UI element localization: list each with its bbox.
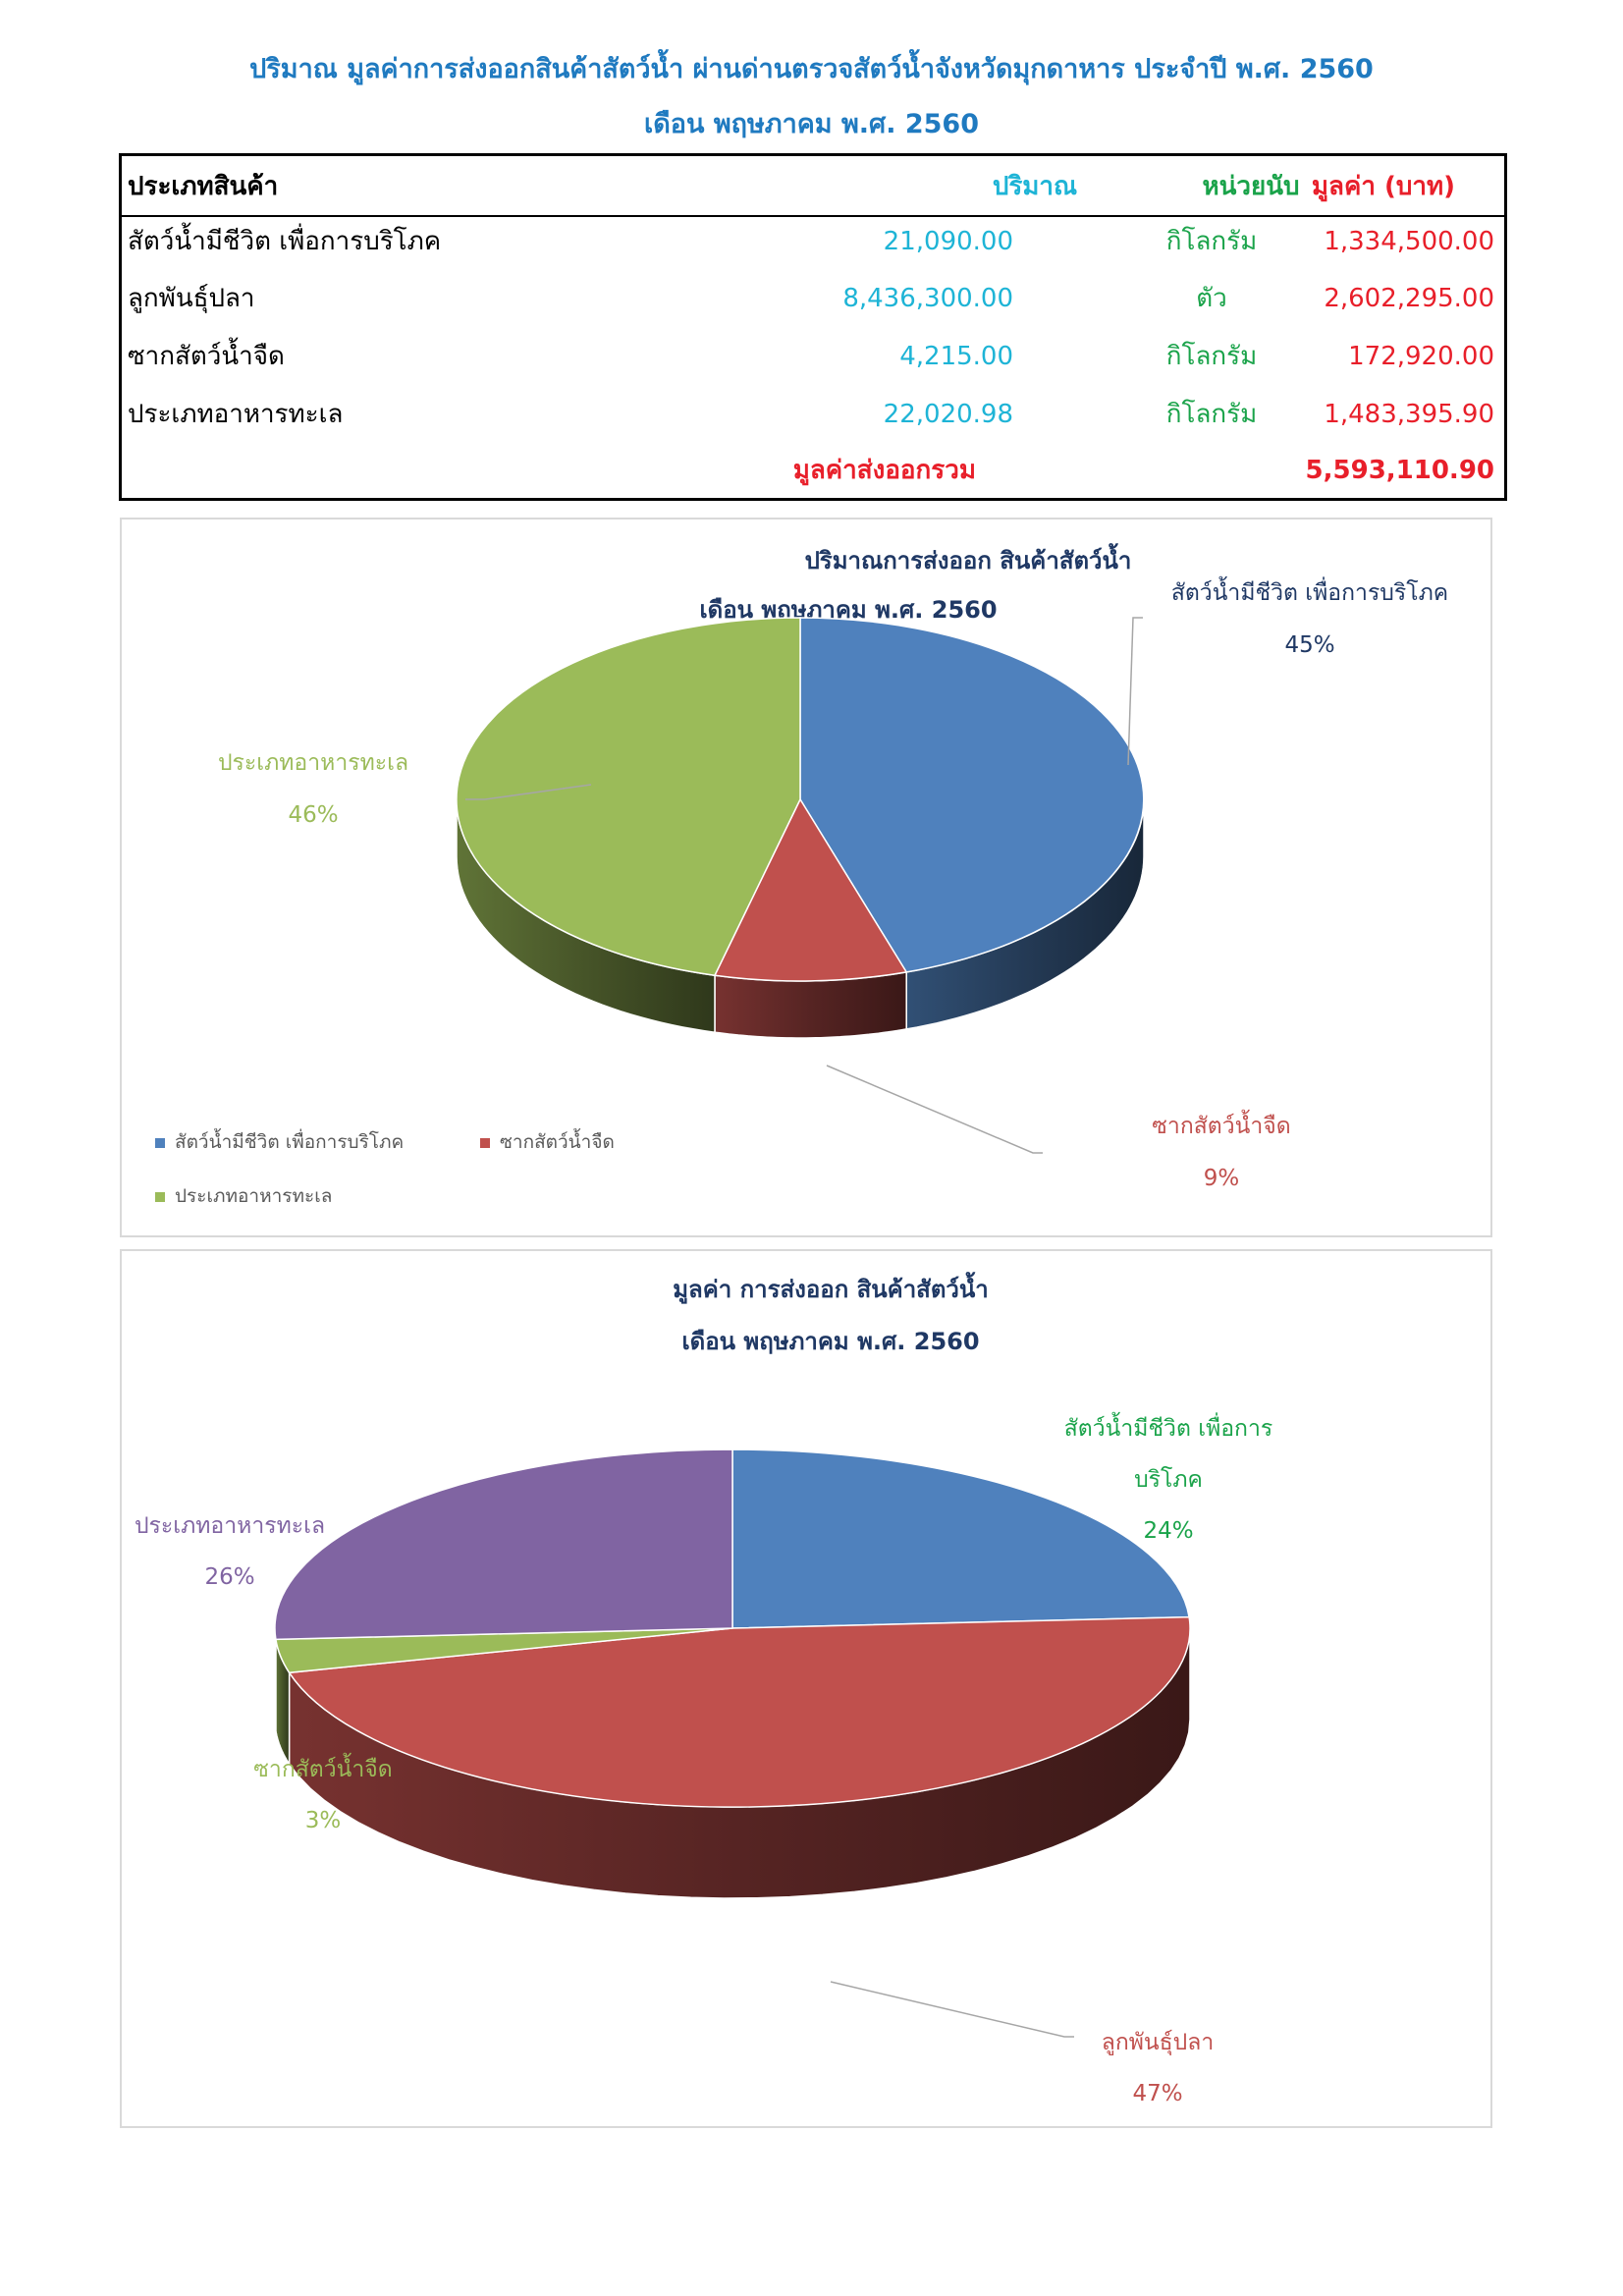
leader-line <box>830 1981 1074 2038</box>
row-value: 1,483,395.90 <box>1324 400 1494 429</box>
row-value: 2,602,295.00 <box>1324 284 1494 313</box>
row-type: ซากสัตว์น้ำจืด <box>128 342 285 371</box>
value-pie-chart: มูลค่า การส่งออก สินค้าสัตว์น้ำเดือน พฤษ… <box>120 1249 1492 2128</box>
data-label-percent: 45% <box>1284 632 1334 658</box>
row-quantity: 8,436,300.00 <box>842 284 1013 313</box>
data-label-category: สัตว์น้ำมีชีวิต เพื่อการ <box>1064 1412 1273 1442</box>
data-label-category: บริโภค <box>1134 1466 1203 1493</box>
page-title: ปริมาณ มูลค่าการส่งออกสินค้าสัตว์น้ำ ผ่า… <box>249 54 1374 84</box>
pie-slice <box>288 1615 1191 1808</box>
row-unit: ตัว <box>1196 284 1227 313</box>
page-subtitle: เดือน พฤษภาคม พ.ศ. 2560 <box>644 109 979 139</box>
data-label-percent: 46% <box>288 802 338 828</box>
row-unit: กิโลกรัม <box>1165 227 1258 256</box>
col-header-quantity: ปริมาณ <box>992 172 1078 201</box>
data-label-category: ซากสัตว์น้ำจืด <box>253 1753 392 1782</box>
row-quantity: 22,020.98 <box>883 400 1013 429</box>
pie-slice <box>713 797 908 982</box>
legend-swatch <box>480 1138 490 1148</box>
row-value: 1,334,500.00 <box>1324 227 1494 256</box>
leader-line <box>1127 617 1143 766</box>
legend-item: ซากสัตว์น้ำจืด <box>500 1128 615 1153</box>
pie-slice <box>799 617 1145 973</box>
header-divider <box>122 215 1504 217</box>
legend-swatch <box>155 1192 165 1202</box>
data-label-percent: 26% <box>204 1564 254 1590</box>
chart-subtitle: เดือน พฤษภาคม พ.ศ. 2560 <box>681 1328 979 1355</box>
legend-item: สัตว์น้ำมีชีวิต เพื่อการบริโภค <box>175 1128 404 1153</box>
pie-slice-side <box>274 1628 277 1731</box>
col-header-unit: หน่วยนับ <box>1202 172 1300 201</box>
pie-slice <box>731 1449 1190 1629</box>
data-label-percent: 47% <box>1132 2081 1182 2106</box>
row-quantity: 21,090.00 <box>883 227 1013 256</box>
data-label-category: สัตว์น้ำมีชีวิต เพื่อการบริโภค <box>1171 576 1448 606</box>
data-label-percent: 24% <box>1143 1518 1193 1544</box>
quantity-pie-svg: ปริมาณการส่งออก สินค้าสัตว์น้ำเดือน พฤษภ… <box>155 542 1448 1207</box>
export-table: ประเภทสินค้า ปริมาณ หน่วยนับ มูลค่า (บาท… <box>119 153 1507 501</box>
legend-swatch <box>155 1138 165 1148</box>
value-pie-svg: มูลค่า การส่งออก สินค้าสัตว์น้ำเดือน พฤษ… <box>135 1271 1273 2106</box>
row-type: ประเภทอาหารทะเล <box>128 400 344 429</box>
data-label-category: ประเภทอาหารทะเล <box>218 750 408 776</box>
pie-slice-side <box>714 971 907 1039</box>
chart-title: ปริมาณการส่งออก สินค้าสัตว์น้ำ <box>805 542 1132 574</box>
leader-line <box>826 1065 1043 1154</box>
legend-item: ประเภทอาหารทะเล <box>175 1185 332 1207</box>
pie-slice <box>456 617 801 977</box>
col-header-value: มูลค่า (บาท) <box>1311 172 1455 201</box>
quantity-pie-chart: ปริมาณการส่งออก สินค้าสัตว์น้ำ เดือน พฤษภ… <box>120 518 1492 1237</box>
data-label-category: ประเภทอาหารทะเล <box>135 1513 325 1539</box>
row-unit: กิโลกรัม <box>1165 400 1258 429</box>
total-label: มูลค่าส่งออกรวม <box>792 456 976 485</box>
data-label-category: ลูกพันธุ์ปลา <box>1102 2029 1215 2055</box>
total-value: 5,593,110.90 <box>1305 456 1494 485</box>
row-unit: กิโลกรัม <box>1165 342 1258 371</box>
data-label-percent: 3% <box>305 1808 342 1833</box>
data-label-percent: 9% <box>1204 1166 1240 1191</box>
row-type: สัตว์น้ำมีชีวิต เพื่อการบริโภค <box>128 227 442 256</box>
row-type: ลูกพันธุ์ปลา <box>128 284 255 313</box>
row-quantity: 4,215.00 <box>899 342 1013 371</box>
col-header-type: ประเภทสินค้า <box>128 172 279 201</box>
row-value: 172,920.00 <box>1348 342 1494 371</box>
chart-title: มูลค่า การส่งออก สินค้าสัตว์น้ำ <box>673 1271 989 1304</box>
data-label-category: ซากสัตว์น้ำจืด <box>1152 1110 1290 1139</box>
pie-slice <box>274 1449 733 1641</box>
leader-line <box>465 784 592 800</box>
